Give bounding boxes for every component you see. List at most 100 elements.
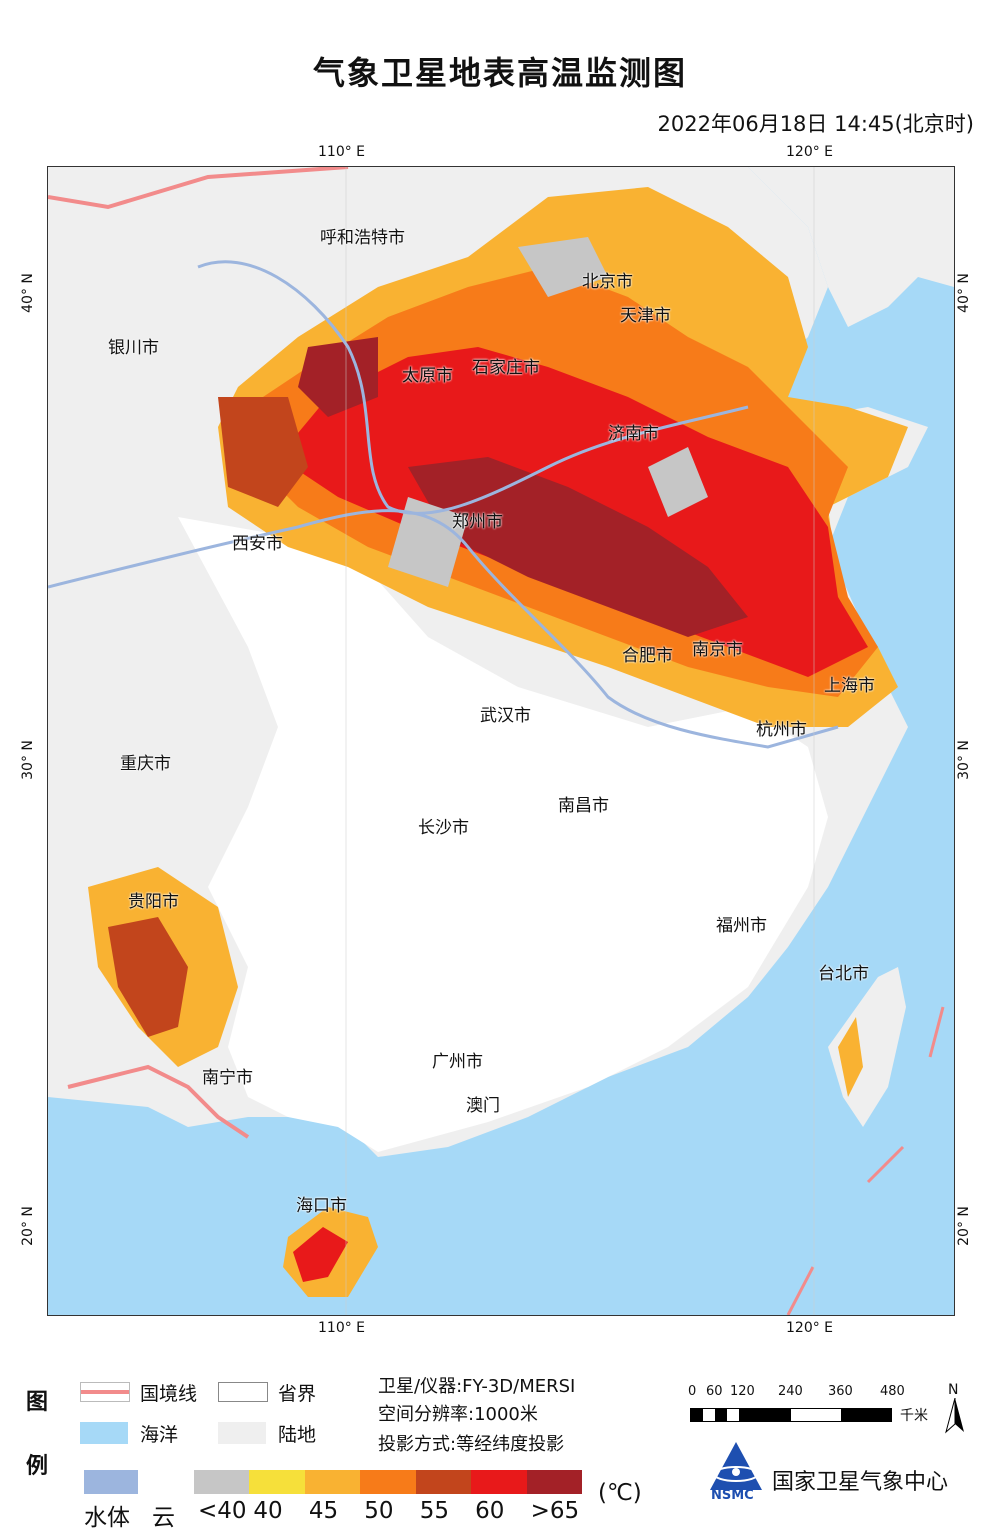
heat-zone-65-west [298, 337, 378, 417]
legend-water-label: 水体 [84, 1505, 130, 1531]
city-label-shanghai: 上海市 [824, 676, 875, 696]
cool-patch-2 [388, 497, 468, 587]
observation-datetime: 2022年06月18日 14:45(北京时) [657, 112, 974, 136]
organization-name: 国家卫星气象中心 [772, 1470, 949, 1495]
map-canvas [47, 165, 954, 1316]
lon-tick-110-bottom: 110° E [318, 1320, 366, 1336]
city-label-beijing: 北京市 [582, 272, 633, 292]
legend-border-swatch [80, 1382, 130, 1402]
satellite-info: 卫星/仪器:FY-3D/MERSI [378, 1376, 576, 1397]
city-label-xian: 西安市 [232, 534, 283, 554]
temp-class-swatch [471, 1470, 527, 1494]
scale-label: 0 [688, 1384, 697, 1399]
city-label-taipei: 台北市 [818, 964, 869, 984]
scale-label: 60 [706, 1384, 723, 1399]
legend-heading-1: 图 [26, 1390, 49, 1415]
scale-label: 360 [828, 1384, 853, 1399]
scale-bar [690, 1408, 892, 1422]
hainan-hot [293, 1227, 348, 1282]
city-label-nanning: 南宁市 [202, 1068, 253, 1088]
city-label-nanjing: 南京市 [692, 640, 743, 660]
temp-class-label: 50 [364, 1498, 394, 1524]
temp-class-label: >65 [530, 1498, 580, 1524]
resolution-info: 空间分辨率:1000米 [378, 1404, 538, 1425]
temp-class-swatch [415, 1470, 472, 1494]
projection-info: 投影方式:等经纬度投影 [378, 1434, 565, 1455]
legend-border-label: 国境线 [140, 1383, 198, 1405]
temp-class-swatch [304, 1470, 361, 1494]
lat-tick-30-right: 30° N [955, 740, 972, 780]
legend-water-swatch [84, 1470, 138, 1494]
city-label-hangzhou: 杭州市 [756, 720, 807, 740]
city-label-tianjin: 天津市 [620, 306, 671, 326]
city-label-changsha: 长沙市 [418, 818, 469, 838]
city-label-guangzhou: 广州市 [432, 1052, 483, 1072]
map-title: 气象卫星地表高温监测图 [312, 54, 687, 92]
legend-cloud-swatch [138, 1470, 192, 1494]
nsmc-logo-icon [710, 1442, 762, 1490]
lat-tick-40-left: 40° N [19, 273, 36, 313]
legend-land-label: 陆地 [278, 1424, 317, 1446]
city-label-zhengzhou: 郑州市 [452, 512, 503, 532]
yellow-river [197, 260, 749, 515]
border-line-sample [81, 1390, 129, 1394]
scale-unit: 千米 [900, 1408, 928, 1424]
national-border-south [67, 1064, 250, 1139]
city-label-wuhan: 武汉市 [480, 706, 531, 726]
land-northeast [748, 167, 954, 327]
city-label-guiyang: 贵阳市 [128, 892, 179, 912]
city-label-jinan: 济南市 [608, 424, 659, 444]
heat-zone-65 [408, 457, 748, 637]
temp-class-label: 45 [308, 1498, 339, 1524]
north-arrow-icon [945, 1398, 964, 1434]
temperature-labels: <40 40 45 50 55 60 >65 [194, 1498, 614, 1528]
legend-cloud-label: 云 [152, 1505, 175, 1531]
scale-label: 480 [880, 1384, 905, 1399]
temp-class-label: 55 [419, 1498, 449, 1524]
heat-zone-southwest-hot [108, 917, 188, 1037]
city-label-macao: 澳门 [466, 1096, 500, 1116]
temperature-unit: (℃) [598, 1480, 642, 1506]
temp-class-label: 40 [253, 1498, 283, 1524]
temp-class-swatch [360, 1470, 416, 1494]
temperature-map[interactable]: 呼和浩特市 北京市 天津市 银川市 太原市 石家庄市 济南市 郑州市 西安市 合… [47, 165, 955, 1316]
scale-label: 240 [778, 1384, 803, 1399]
scale-label: 120 [730, 1384, 755, 1399]
city-label-hohhot: 呼和浩特市 [320, 228, 405, 248]
cloud-area-south [178, 517, 828, 1152]
city-label-fuzhou: 福州市 [716, 916, 767, 936]
lon-tick-120-top: 120° E [786, 144, 834, 160]
legend-ocean-label: 海洋 [140, 1424, 179, 1446]
legend-province-swatch [218, 1382, 268, 1402]
temp-class-label: <40 [198, 1498, 247, 1524]
lat-tick-30-left: 30° N [19, 740, 36, 780]
city-label-shijiazhuang: 石家庄市 [472, 358, 540, 378]
heat-zone-55-west [218, 397, 308, 507]
lat-tick-20-left: 20° N [19, 1206, 36, 1246]
lat-tick-20-right: 20° N [955, 1206, 972, 1246]
cool-patch-1 [648, 447, 708, 517]
national-border-north [47, 165, 349, 210]
taiwan-warm [838, 1017, 863, 1097]
legend-land-swatch [218, 1422, 266, 1444]
legend-heading-2: 例 [26, 1454, 49, 1479]
lat-tick-40-right: 40° N [955, 273, 972, 313]
city-label-chongqing: 重庆市 [120, 754, 171, 774]
maritime-line-3 [786, 1266, 815, 1316]
temp-class-swatch [249, 1470, 305, 1494]
city-label-yinchuan: 银川市 [108, 338, 159, 358]
city-label-haikou: 海口市 [296, 1196, 347, 1216]
lon-tick-120-bottom: 120° E [786, 1320, 834, 1336]
maritime-line-2 [866, 1145, 905, 1184]
temperature-color-bar [194, 1470, 582, 1494]
cool-patch-3 [518, 237, 608, 297]
temp-class-label: 60 [475, 1498, 505, 1524]
yangtze-river [47, 509, 839, 749]
nsmc-abbr: NSMC [711, 1488, 754, 1503]
scale-labels: 0 60 120 240 360 480 [688, 1384, 918, 1400]
temp-class-swatch [194, 1470, 250, 1494]
maritime-line-1 [928, 1006, 945, 1058]
temp-class-swatch [526, 1470, 582, 1494]
city-label-taiyuan: 太原市 [402, 366, 453, 386]
north-label: N [948, 1382, 959, 1398]
